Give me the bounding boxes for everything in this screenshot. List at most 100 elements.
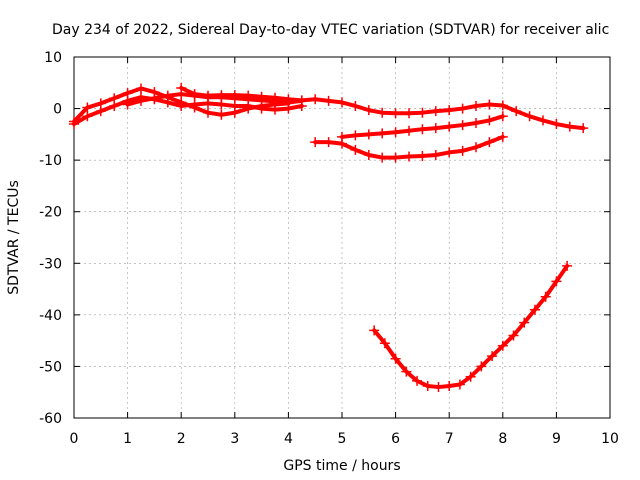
y-tick-label: -40 xyxy=(39,308,62,324)
data-point xyxy=(519,317,530,328)
data-series xyxy=(369,260,573,393)
data-point xyxy=(457,103,468,114)
data-point xyxy=(377,152,388,163)
data-point xyxy=(350,100,361,111)
data-point xyxy=(454,379,465,390)
x-tick-label: 2 xyxy=(177,431,186,447)
y-tick-label: 10 xyxy=(44,50,62,66)
data-point xyxy=(337,97,347,108)
data-points xyxy=(69,82,589,393)
data-point xyxy=(323,95,334,106)
data-point xyxy=(369,325,380,336)
data-point xyxy=(471,118,481,129)
data-point xyxy=(363,149,374,160)
y-tick-label: -60 xyxy=(39,411,62,427)
x-tick-label: 6 xyxy=(391,431,400,447)
data-point xyxy=(176,100,187,111)
data-point xyxy=(457,145,468,156)
data-point xyxy=(243,90,254,101)
data-series xyxy=(310,131,508,163)
data-point xyxy=(471,142,481,153)
data-point xyxy=(497,340,508,351)
data-point xyxy=(529,304,540,315)
data-point xyxy=(203,90,213,101)
data-point xyxy=(323,137,334,148)
y-tick-label: -30 xyxy=(39,256,62,272)
data-point xyxy=(433,382,444,393)
data-point xyxy=(430,149,441,160)
y-axis-label: SDTVAR / TECUs xyxy=(6,180,22,295)
x-tick-label: 1 xyxy=(123,431,132,447)
data-point xyxy=(203,107,213,118)
chart-title: Day 234 of 2022, Sidereal Day-to-day VTE… xyxy=(52,22,609,38)
axis-ticks: 0 1 2 3 4 5 6 7 8 9 10 10 0 -10 -20 -30 -40 -50 -60 xyxy=(39,50,619,447)
data-point xyxy=(471,100,481,111)
data-point xyxy=(417,151,428,162)
y-tick-label: -10 xyxy=(39,153,62,169)
x-tick-label: 10 xyxy=(601,431,619,447)
data-point xyxy=(136,95,146,106)
y-tick-label: -50 xyxy=(39,359,62,375)
data-point xyxy=(296,95,307,106)
data-point xyxy=(484,99,495,110)
y-tick-label: 0 xyxy=(53,102,62,118)
data-point xyxy=(444,105,455,116)
data-point xyxy=(551,276,562,287)
data-point xyxy=(444,147,455,158)
data-point xyxy=(149,93,160,104)
data-point xyxy=(136,83,146,94)
data-point xyxy=(216,90,227,101)
data-point xyxy=(363,105,374,116)
x-tick-label: 5 xyxy=(338,431,347,447)
data-point xyxy=(82,111,93,122)
data-point xyxy=(417,124,428,135)
data-point xyxy=(162,90,173,101)
x-tick-label: 7 xyxy=(445,431,454,447)
data-point xyxy=(109,100,120,111)
data-point xyxy=(283,94,294,105)
data-point xyxy=(189,99,200,110)
data-point xyxy=(508,330,519,341)
data-point xyxy=(390,108,401,119)
data-point xyxy=(350,130,361,141)
data-point xyxy=(511,106,522,117)
data-point xyxy=(497,100,508,111)
data-point xyxy=(404,108,414,119)
x-axis-label: GPS time / hours xyxy=(283,458,400,474)
data-point xyxy=(465,371,476,382)
data-point xyxy=(350,144,361,155)
grid xyxy=(74,57,610,418)
data-point xyxy=(540,291,551,302)
data-point xyxy=(564,121,575,132)
x-tick-label: 9 xyxy=(552,431,561,447)
data-point xyxy=(69,119,79,130)
data-point xyxy=(417,107,428,118)
data-point xyxy=(497,131,508,142)
data-point xyxy=(457,120,468,131)
data-point xyxy=(229,90,240,101)
data-point xyxy=(412,375,423,386)
y-tick-label: -20 xyxy=(39,205,62,221)
data-point xyxy=(444,381,455,392)
data-point xyxy=(538,115,548,126)
data-point xyxy=(82,102,93,113)
data-point xyxy=(444,121,455,132)
data-point xyxy=(430,123,441,134)
data-point xyxy=(270,92,280,103)
data-point xyxy=(310,137,321,148)
data-point xyxy=(476,361,487,372)
data-point xyxy=(337,131,347,142)
data-point xyxy=(487,351,498,362)
x-tick-label: 0 xyxy=(70,431,79,447)
data-point xyxy=(216,109,227,120)
data-point xyxy=(430,106,441,117)
data-point xyxy=(95,106,106,117)
data-point xyxy=(390,353,401,364)
data-point xyxy=(377,128,388,139)
x-tick-label: 3 xyxy=(230,431,239,447)
data-point xyxy=(122,99,133,110)
data-point xyxy=(404,125,414,136)
data-series xyxy=(176,82,589,134)
data-point xyxy=(189,89,200,100)
